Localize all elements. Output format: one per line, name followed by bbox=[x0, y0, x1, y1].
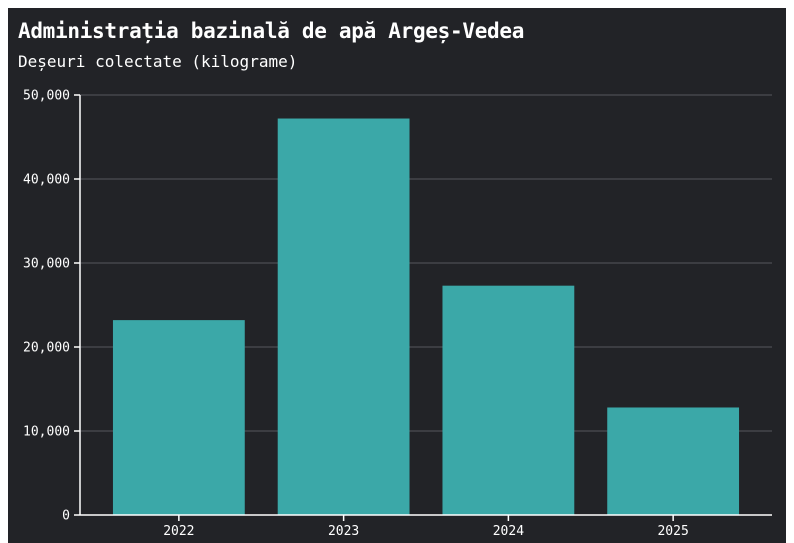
bar-2023 bbox=[277, 118, 410, 516]
y-tick-label: 50,000 bbox=[23, 89, 70, 104]
axes bbox=[74, 94, 772, 521]
x-tick-labels: 2022 2023 2024 2025 bbox=[163, 524, 689, 539]
chart-subtitle: Deșeuri colectate (kilograme) bbox=[18, 52, 298, 71]
y-tick-label: 30,000 bbox=[23, 257, 70, 272]
y-tick-label: 10,000 bbox=[23, 425, 70, 440]
bar-2022 bbox=[112, 320, 245, 515]
chart-panel: Administrația bazinală de apă Argeș-Vede… bbox=[8, 8, 786, 543]
bar-chart: 0 10,000 20,000 30,000 40,000 50,000 2022 2023… bbox=[23, 89, 772, 539]
x-tick-label: 2025 bbox=[657, 524, 688, 539]
chart-title: Administrația bazinală de apă Argeș-Vede… bbox=[18, 19, 525, 43]
bars bbox=[112, 118, 740, 516]
y-tick-label: 0 bbox=[62, 509, 70, 524]
bar-2024 bbox=[442, 285, 575, 515]
x-tick-label: 2024 bbox=[493, 524, 524, 539]
bar-2025 bbox=[607, 407, 740, 515]
x-tick-label: 2022 bbox=[163, 524, 194, 539]
y-tick-labels: 0 10,000 20,000 30,000 40,000 50,000 bbox=[23, 89, 70, 524]
y-tick-label: 20,000 bbox=[23, 341, 70, 356]
y-tick-label: 40,000 bbox=[23, 173, 70, 188]
x-tick-label: 2023 bbox=[328, 524, 359, 539]
